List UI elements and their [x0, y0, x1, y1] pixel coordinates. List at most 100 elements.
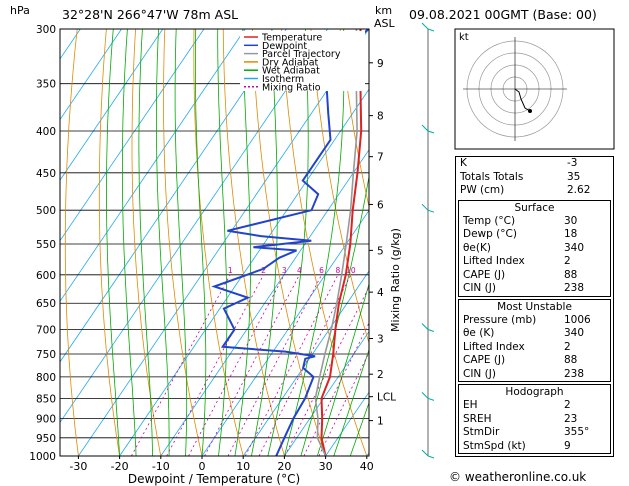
wet-adiabat [156, 29, 170, 456]
stat-label: Lifted Index [463, 255, 525, 267]
km-tick-label: 5 [377, 245, 384, 257]
stat-value: 355° [564, 426, 590, 438]
stat-value: 9 [564, 439, 571, 452]
stat-value: 340 [564, 327, 585, 339]
stat-label: Pressure (mb) [463, 313, 537, 326]
pressure-tick-label: 500 [36, 205, 56, 217]
stat-value: 238 [564, 367, 585, 380]
wet-adiabat [333, 348, 369, 456]
stat-row: StmSpd (kt) 9 [459, 440, 610, 454]
stat-value: 238 [564, 282, 585, 294]
pressure-tick-label: 800 [36, 372, 56, 384]
km-tick-label: 9 [377, 58, 384, 70]
stat-row: CIN (J) 238 [459, 368, 610, 382]
hodograph-stats-rows: EH 2 SREH 23 StmDir 355° StmSpd (kt) 9 [459, 399, 610, 453]
stat-value: -3 [567, 157, 578, 169]
dry-adiabat [98, 29, 120, 456]
isotherm-line [242, 270, 369, 456]
stat-row: Pressure (mb) 1006 [459, 314, 610, 328]
stat-label: θe(K) [463, 241, 491, 254]
stat-label: θe (K) [463, 327, 495, 339]
legend-label: Dry Adiabat [262, 57, 319, 68]
stat-label: StmDir [463, 426, 500, 438]
stat-label: PW (cm) [460, 184, 505, 196]
wind-barb [421, 22, 435, 32]
mixing-ratio-label: 2 [261, 266, 266, 275]
stat-row: PW (cm) 2.62 [456, 184, 613, 198]
pressure-tick-label: 700 [36, 325, 56, 337]
hodograph-end-point [528, 109, 532, 113]
stat-row: θe (K) 340 [459, 327, 610, 341]
km-tick-label: 3 [377, 334, 384, 346]
series-temperature [320, 29, 363, 456]
legend-label: Temperature [261, 33, 322, 44]
most-unstable-section: Most Unstable Pressure (mb) 1006 θe (K) 340… [458, 298, 611, 382]
km-label: km [375, 4, 392, 17]
temp-tick-label: 40 [360, 460, 374, 473]
wet-adiabat [138, 29, 153, 456]
wet-adiabat [217, 29, 228, 456]
mixing-ratio-label: 4 [297, 266, 302, 275]
indices-rows: K -3 Totals Totals 35 PW (cm) 2.62 [456, 157, 613, 198]
pressure-tick-label: 400 [36, 126, 56, 138]
hpa-label: hPa [10, 4, 30, 17]
stat-row: CAPE (J) 88 [459, 269, 610, 283]
stat-row: CAPE (J) 88 [459, 354, 610, 368]
stat-row: StmDir 355° [459, 426, 610, 440]
asl-label: ASL [374, 17, 396, 30]
temp-tick-label: 10 [236, 460, 250, 473]
stat-label: CAPE (J) [463, 354, 506, 366]
mixing-ratio-label: 25 [402, 266, 412, 275]
wind-barbs [421, 22, 435, 459]
stat-row: θe(K) 340 [459, 242, 610, 256]
mixing-ratio-label: 8 [335, 266, 340, 275]
datetime-title: 09.08.2021 00GMT (Base: 00) [409, 7, 597, 22]
stat-value: 2 [564, 399, 571, 411]
stat-value: 23 [564, 412, 578, 425]
indices-panel: K -3 Totals Totals 35 PW (cm) 2.62 Surface Te… [455, 156, 614, 457]
wet-adiabat [195, 29, 207, 456]
mixing-ratio-line [227, 274, 322, 456]
hodograph-trace [514, 88, 531, 112]
x-axis-label: Dewpoint / Temperature (°C) [128, 472, 300, 486]
stat-row: Totals Totals 35 [456, 171, 613, 185]
hodograph-stats-title: Hodograph [505, 386, 564, 398]
stat-label: CIN (J) [463, 282, 496, 294]
dry-adiabat [193, 29, 244, 456]
mixing-ratio-line [258, 274, 352, 456]
km-tick-label: 7 [377, 152, 384, 164]
isotherm-line [60, 29, 122, 121]
wet-adiabat [174, 29, 188, 456]
stat-value: 2 [564, 340, 571, 353]
stat-label: StmSpd (kt) [463, 439, 526, 452]
stat-value: 2 [564, 255, 571, 267]
temp-tick-label: -20 [111, 460, 129, 473]
series-parcel-trajectory [314, 29, 358, 456]
location-title: 32°28'N 266°47'W 78m ASL [62, 7, 238, 22]
stat-label: CIN (J) [463, 367, 496, 380]
wind-barb [421, 323, 435, 332]
surface-section: Surface Temp (°C) 30 Dewp (°C) 18 θe(K) 340 Li… [458, 199, 611, 297]
wet-adiabat [251, 29, 278, 456]
wind-barb [421, 203, 435, 213]
legend-label: Isotherm [262, 74, 304, 85]
legend-label: Mixing Ratio [262, 82, 321, 93]
pressure-tick-label: 350 [36, 79, 56, 91]
dry-adiabat [339, 29, 369, 209]
pressure-tick-label: 850 [36, 393, 56, 405]
stat-value: 30 [564, 214, 578, 227]
pressure-tick-label: 300 [36, 24, 56, 36]
wet-adiabat [300, 174, 369, 456]
mixing-ratio-label: 10 [346, 266, 356, 275]
chart-series [211, 29, 369, 456]
stat-label: SREH [463, 412, 492, 425]
isotherm-line [284, 330, 369, 456]
surface-title: Surface [514, 201, 555, 214]
series-dewpoint [211, 29, 369, 456]
pressure-tick-label: 1000 [29, 451, 56, 463]
wet-adiabat [284, 29, 345, 456]
km-tick-label: 6 [377, 199, 384, 211]
isotherm-line [0, 29, 39, 456]
